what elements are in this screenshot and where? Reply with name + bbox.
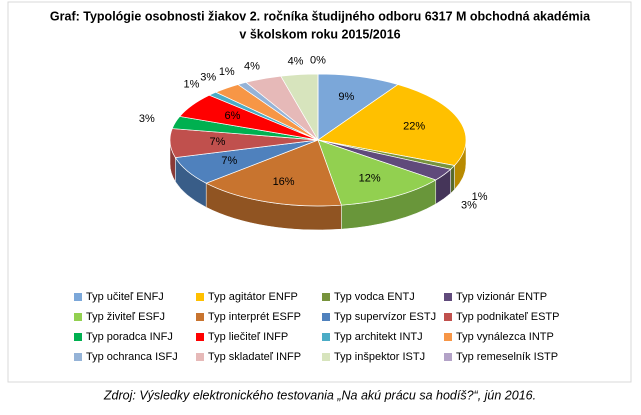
legend-label: Typ učiteľ ENFJ: [86, 291, 164, 303]
legend-label: Typ interprét ESFP: [208, 311, 301, 323]
slice: [317, 73, 399, 141]
legend-label: Typ skladateľ INFP: [208, 351, 301, 363]
data-label: 22%: [403, 121, 425, 133]
legend-label: Typ inšpektor ISTJ: [334, 351, 425, 363]
data-label: 12%: [359, 172, 381, 184]
legend-label: Typ remeselník ISTP: [456, 351, 558, 363]
slice: [317, 84, 467, 166]
legend-swatch: [74, 353, 82, 361]
legend-label: Typ podnikateľ ESTP: [456, 311, 560, 323]
legend-swatch: [444, 313, 452, 321]
slice-side: [450, 164, 455, 194]
legend-swatch: [322, 333, 330, 341]
legend-swatch: [196, 313, 204, 321]
data-label: 1%: [219, 66, 235, 78]
legend-swatch: [196, 333, 204, 341]
legend-swatch: [74, 333, 82, 341]
legend-label: Typ agitátor ENFP: [208, 291, 298, 303]
legend-label: Typ vizionár ENTP: [456, 291, 547, 303]
data-label: 7%: [221, 155, 237, 167]
legend-swatch: [196, 353, 204, 361]
legend-swatch: [74, 293, 82, 301]
data-label: 3%: [200, 72, 216, 84]
legend-swatch: [444, 293, 452, 301]
legend-label: Typ poradca INFJ: [86, 331, 173, 343]
slice: [205, 139, 342, 207]
legend-swatch: [322, 293, 330, 301]
chart-title: v školskom roku 2015/2016: [239, 27, 400, 41]
data-label: 9%: [338, 91, 354, 103]
legend-swatch: [322, 313, 330, 321]
legend-label: Typ živiteľ ESFJ: [86, 311, 165, 323]
legend-label: Typ liečiteľ INFP: [208, 331, 288, 343]
legend-label: Typ vynálezca INTP: [456, 331, 554, 343]
source-note: Zdroj: Výsledky elektronického testovani…: [103, 388, 536, 402]
legend-swatch: [322, 353, 330, 361]
data-label: 4%: [244, 60, 260, 72]
legend-swatch: [444, 333, 452, 341]
slice: [317, 139, 437, 206]
legend-swatch: [74, 313, 82, 321]
data-label: 0%: [310, 55, 326, 67]
data-label: 4%: [288, 55, 304, 67]
chart-title: Graf: Typológie osobnosti žiakov 2. ročn…: [50, 9, 591, 23]
data-label: 16%: [273, 176, 295, 188]
data-label: 3%: [461, 200, 477, 212]
legend-label: Typ architekt INTJ: [334, 331, 423, 343]
data-label: 1%: [472, 191, 488, 203]
legend-swatch: [196, 293, 204, 301]
legend-swatch: [444, 353, 452, 361]
legend-label: Typ vodca ENTJ: [334, 291, 415, 303]
data-label: 6%: [225, 110, 241, 122]
data-label: 3%: [139, 113, 155, 125]
data-label: 7%: [210, 136, 226, 148]
legend-label: Typ ochranca ISFJ: [86, 351, 178, 363]
data-label: 1%: [183, 78, 199, 90]
legend-label: Typ supervízor ESTJ: [334, 311, 436, 323]
